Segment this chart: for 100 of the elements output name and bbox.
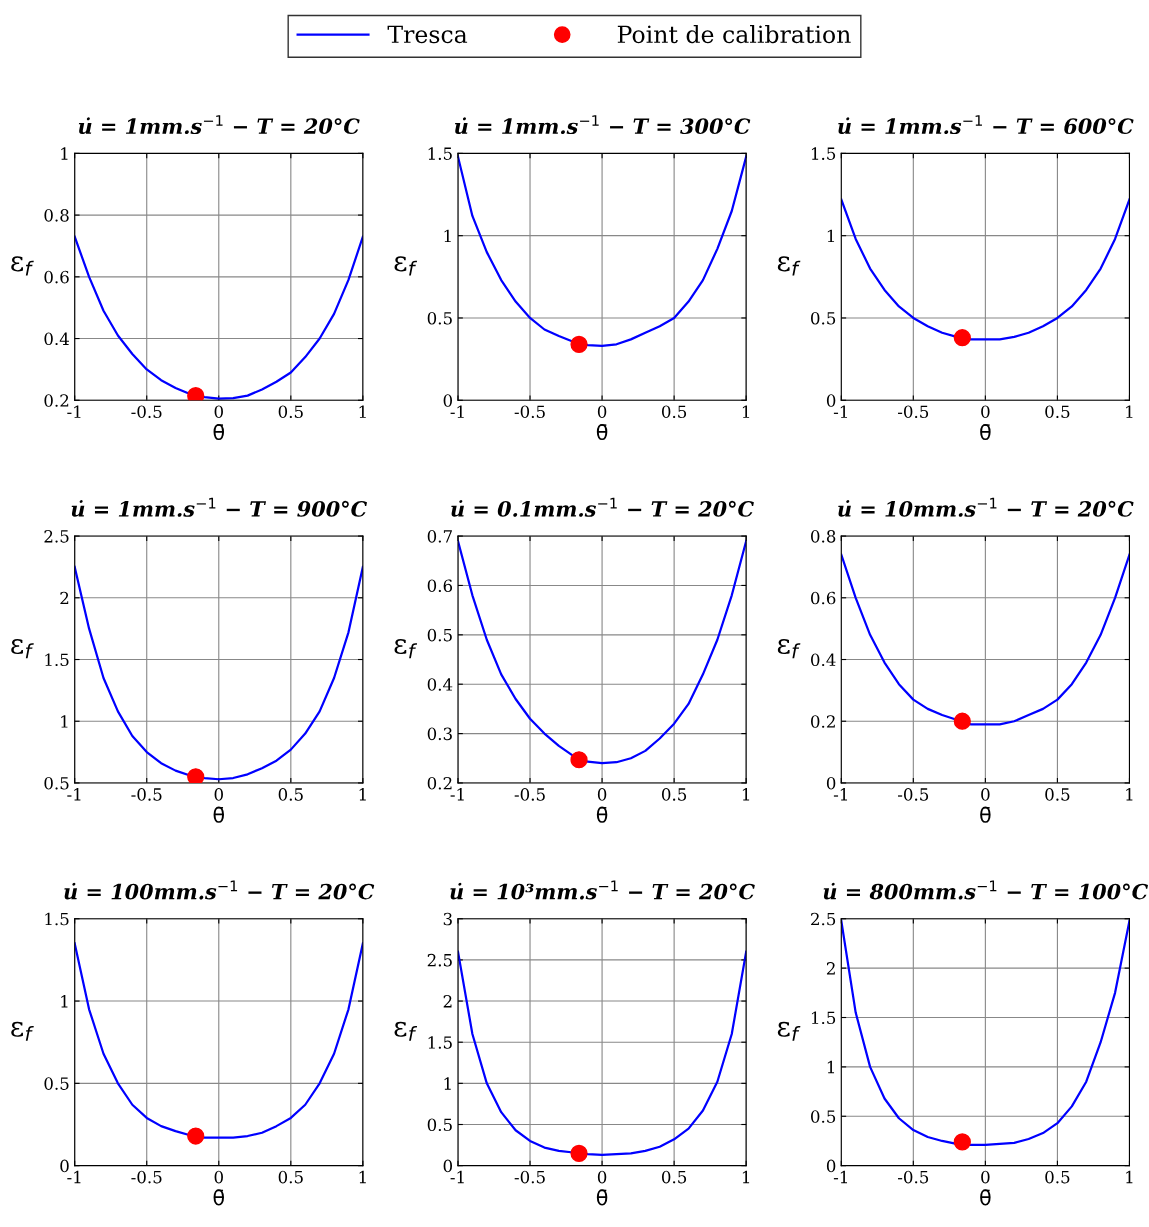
y-tick-label: 2.5 <box>427 953 452 967</box>
x-tick-label: 0 <box>981 405 990 419</box>
x-tick-label: 0.5 <box>1045 1170 1070 1184</box>
x-tick-label: 1 <box>1126 405 1133 418</box>
y-tick-label: 1 <box>444 229 451 243</box>
y-tick-label: 1.5 <box>428 147 452 160</box>
x-tick-label: -0.5 <box>514 788 545 801</box>
x-tick-label: 0.5 <box>1045 405 1070 419</box>
chart-title: u̇ = 100mm.s$^{−1}$ − T = 20°C <box>64 880 375 900</box>
chart-title: u̇ = 1mm.s$^{−1}$ − T = 300°C <box>454 115 751 135</box>
x-tick-label: 0 <box>214 405 223 419</box>
chart-title: u̇ = 1mm.s$^{−1}$ − T = 20°C <box>78 115 360 135</box>
y-tick-label: 0 <box>826 1159 836 1173</box>
x-tick-label: -1 <box>833 788 848 801</box>
y-tick-label: 0.6 <box>44 270 69 284</box>
x-tick-label: 0 <box>981 1170 990 1184</box>
x-tick-label: -1 <box>450 405 464 418</box>
x-tick-label: 0 <box>597 788 607 801</box>
chart-title: u̇ = 10mm.s$^{−1}$ − T = 20°C <box>838 497 1134 517</box>
y-tick-label: 3 <box>443 912 452 926</box>
x-tick-label: -1 <box>833 1170 848 1184</box>
y-tick-label: 0 <box>826 394 836 407</box>
y-tick-label: 2.5 <box>44 530 69 543</box>
x-tick-label: 0 <box>597 1170 607 1184</box>
x-tick-label: 0.5 <box>661 405 687 419</box>
y-tick-label: 1.5 <box>45 653 69 667</box>
y-tick-label: 2 <box>443 995 452 1008</box>
x-tick-label: 0.5 <box>661 788 687 801</box>
x-tick-label: 1 <box>359 1170 366 1184</box>
x-tick-label: -1 <box>67 405 81 418</box>
x-tick-label: 0.5 <box>278 788 303 801</box>
y-tick-label: 1 <box>61 147 68 160</box>
x-tick-label: -0.5 <box>897 405 929 419</box>
x-tick-label: 1 <box>359 788 366 801</box>
y-tick-label: 2 <box>826 962 835 975</box>
y-axis-title: ε$_{f}$ <box>11 256 34 276</box>
x-tick-label: 0 <box>214 788 223 801</box>
y-tick-label: 0.5 <box>427 628 452 642</box>
y-tick-label: 1.5 <box>811 1011 836 1025</box>
chart-title: u̇ = 0.1mm.s$^{−1}$ − T = 20°C <box>451 497 754 517</box>
x-tick-label: -1 <box>450 788 464 801</box>
x-tick-label: -1 <box>450 1170 464 1184</box>
y-tick-label: 0.5 <box>44 776 69 790</box>
x-axis-title: θ̄ <box>980 423 991 441</box>
x-tick-label: 1 <box>1126 788 1133 801</box>
y-tick-label: 0 <box>826 776 836 790</box>
x-tick-label: 0.5 <box>278 1170 303 1184</box>
y-axis-title: ε$_{f}$ <box>777 639 801 659</box>
x-tick-label: -0.5 <box>514 405 545 419</box>
x-tick-label: -0.5 <box>897 788 929 801</box>
y-tick-label: 0.5 <box>427 311 452 325</box>
y-tick-label: 0.6 <box>427 579 453 593</box>
x-axis-title: θ̄ <box>213 806 225 823</box>
y-tick-label: 2 <box>60 591 69 605</box>
y-tick-label: 0.5 <box>811 1110 836 1123</box>
x-tick-label: 1 <box>742 788 750 801</box>
chart-title: u̇ = 1mm.s$^{−1}$ − T = 600°C <box>838 115 1134 135</box>
legend-label: Point de calibration <box>617 24 851 44</box>
x-axis-title: θ̄ <box>213 423 225 441</box>
x-tick-label: -1 <box>833 405 848 418</box>
y-tick-label: 0.2 <box>811 715 835 728</box>
x-tick-label: -0.5 <box>131 405 162 419</box>
y-tick-label: 0.2 <box>427 776 452 790</box>
x-tick-label: -0.5 <box>897 1170 929 1184</box>
x-tick-label: -0.5 <box>131 1170 162 1184</box>
y-tick-label: 0.8 <box>44 209 69 222</box>
legend-label: Tresca <box>387 25 468 44</box>
y-tick-label: 1.5 <box>45 912 69 926</box>
y-tick-label: 0 <box>443 394 453 407</box>
y-tick-label: 1.5 <box>811 147 836 160</box>
x-tick-label: -0.5 <box>131 788 162 801</box>
y-tick-label: 0.6 <box>811 591 836 605</box>
x-tick-label: -0.5 <box>514 1170 545 1184</box>
y-tick-label: 0.3 <box>427 727 452 741</box>
x-tick-label: 1 <box>359 405 366 418</box>
y-tick-label: 0.4 <box>427 678 453 691</box>
chart-title: u̇ = 10³mm.s$^{−1}$ − T = 20°C <box>450 880 755 900</box>
x-tick-label: -1 <box>67 788 81 801</box>
x-tick-label: 0.5 <box>1045 788 1070 801</box>
y-axis-title: ε$_{f}$ <box>777 256 801 276</box>
x-tick-label: 1 <box>742 1170 750 1184</box>
y-tick-label: 0.2 <box>44 394 69 407</box>
y-axis-title: ε$_{f}$ <box>394 1021 418 1041</box>
y-tick-label: 0.8 <box>811 530 836 543</box>
x-tick-label: 1 <box>1126 1170 1133 1184</box>
x-tick-label: -1 <box>67 1170 81 1184</box>
x-tick-label: 0 <box>214 1170 223 1184</box>
y-tick-label: 1 <box>61 715 68 728</box>
x-tick-label: 0 <box>597 405 607 419</box>
x-tick-label: 0.5 <box>278 405 303 419</box>
y-tick-label: 1 <box>827 229 835 243</box>
y-tick-label: 0.5 <box>427 1118 452 1132</box>
y-tick-label: 1 <box>61 995 68 1008</box>
y-tick-label: 1 <box>827 1060 835 1074</box>
y-tick-label: 0.5 <box>44 1077 69 1090</box>
y-axis-title: ε$_{f}$ <box>11 1021 34 1041</box>
x-axis-title: θ̄ <box>213 1189 225 1206</box>
y-axis-title: ε$_{f}$ <box>777 1021 801 1041</box>
y-tick-label: 1.5 <box>428 1036 452 1049</box>
x-axis-title: θ̄ <box>980 806 991 823</box>
